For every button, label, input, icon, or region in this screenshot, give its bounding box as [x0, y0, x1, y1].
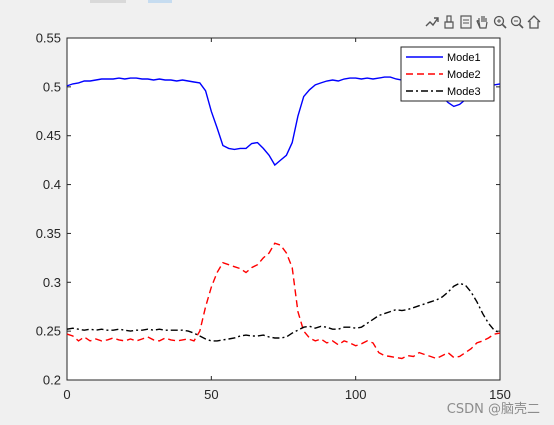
tab-marker-active: [148, 0, 172, 3]
x-tick-label: 150: [489, 387, 511, 402]
datatip-icon[interactable]: [458, 14, 474, 30]
y-tick-label: 0.3: [43, 275, 61, 290]
zoom-in-icon[interactable]: [492, 14, 508, 30]
legend: Mode1 Mode2 Mode3: [400, 46, 495, 102]
y-tick-label: 0.2: [43, 373, 61, 388]
home-icon[interactable]: [526, 14, 542, 30]
y-tick-label: 0.35: [36, 226, 61, 241]
y-tick-label: 0.5: [43, 79, 61, 94]
axes-toolbar: [424, 14, 542, 30]
axis-ticks: 0 50 100 150 0.2 0.25 0.3 0.35 0.4 0.45 0.5 0.55: [36, 31, 511, 403]
y-tick-label: 0.4: [43, 177, 61, 192]
tab-marker: [90, 0, 126, 3]
y-tick-label: 0.55: [36, 31, 61, 46]
x-tick-label: 100: [345, 387, 367, 402]
export-icon[interactable]: [424, 14, 440, 30]
y-tick-label: 0.45: [36, 128, 61, 143]
y-tick-label: 0.25: [36, 324, 61, 339]
series-line-mode3: [66, 282, 501, 342]
pan-icon[interactable]: [475, 14, 491, 30]
watermark: CSDN @脑壳二: [446, 402, 540, 417]
x-tick-label: 0: [63, 387, 70, 402]
legend-label: Mode3: [447, 86, 481, 98]
legend-box: [400, 46, 495, 102]
legend-label: Mode2: [447, 69, 481, 81]
legend-label: Mode1: [447, 52, 481, 64]
brush-icon[interactable]: [441, 14, 457, 30]
series-line-mode2: [66, 242, 501, 360]
window-top-strip: [0, 0, 554, 6]
zoom-out-icon[interactable]: [509, 14, 525, 30]
x-tick-label: 50: [204, 387, 218, 402]
